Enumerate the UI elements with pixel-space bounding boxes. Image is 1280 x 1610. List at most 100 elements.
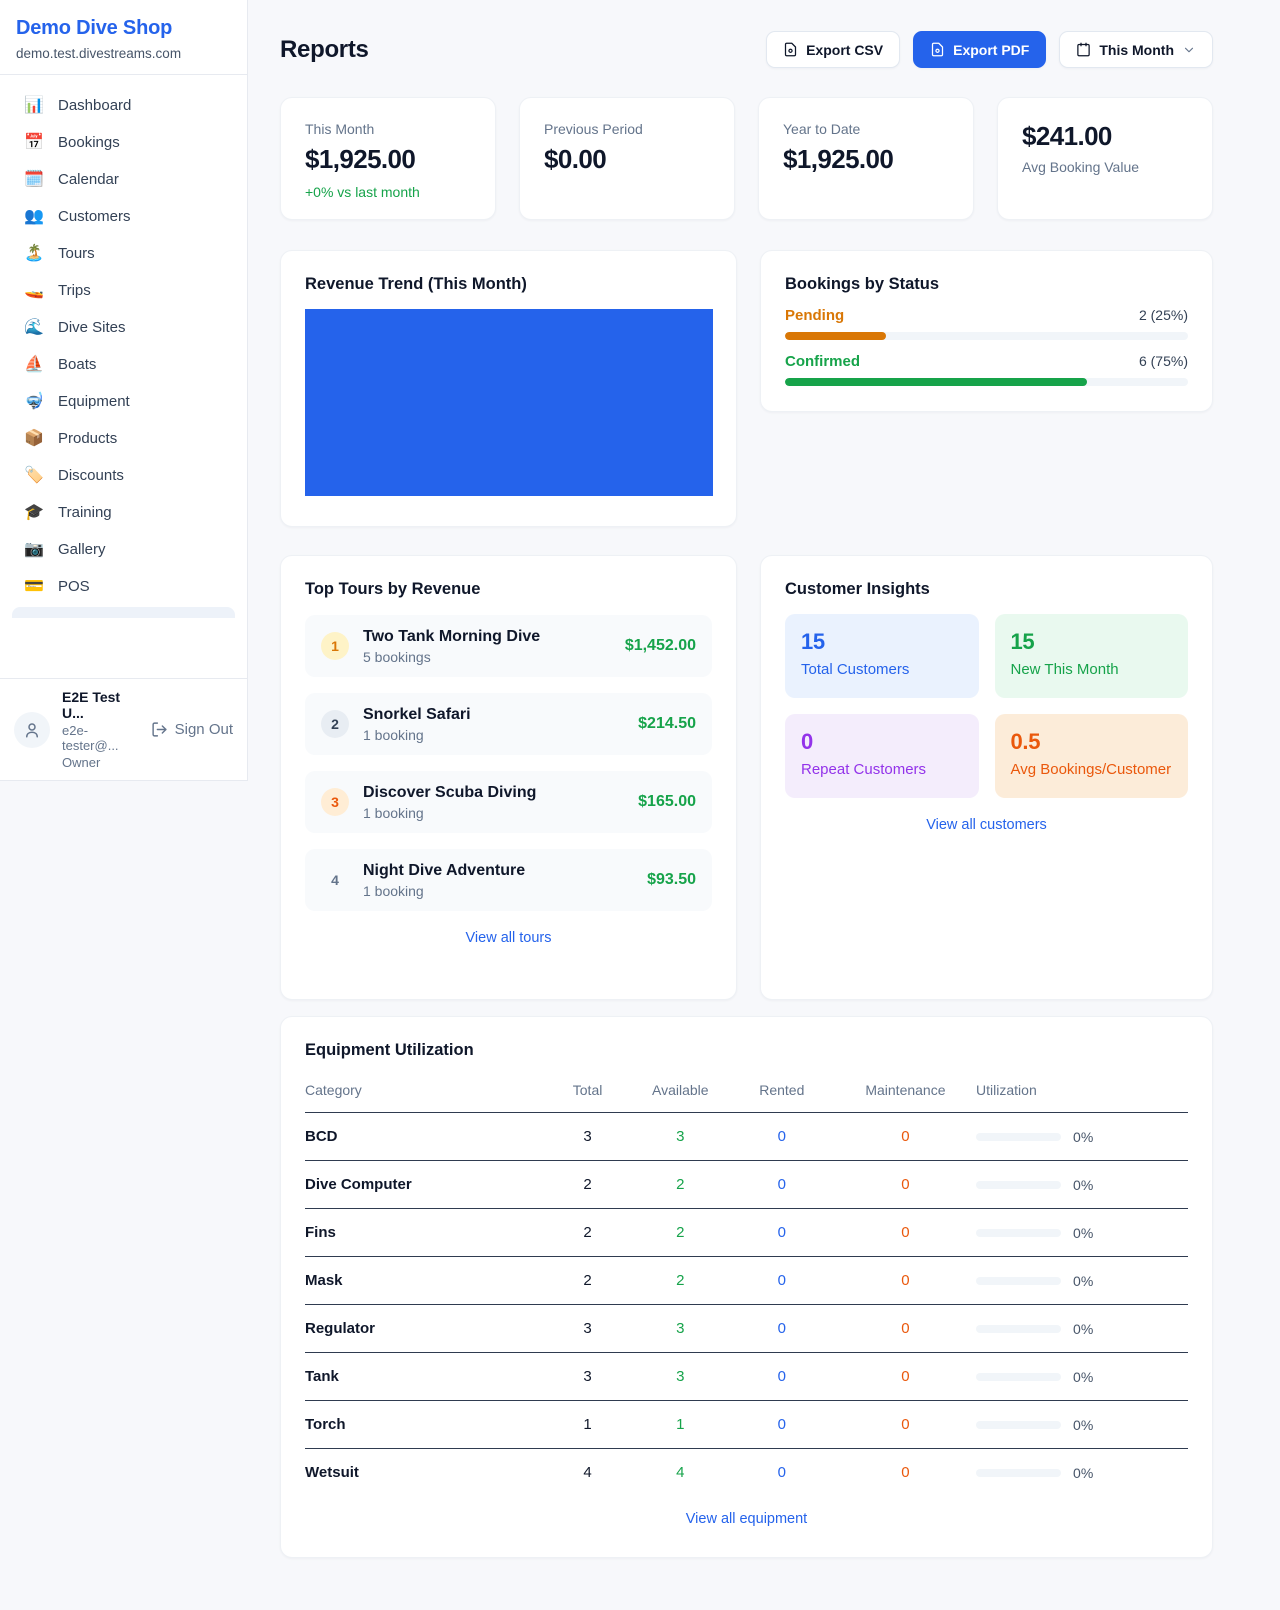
- equipment-utilization-card: Equipment Utilization Category Total Ava…: [280, 1016, 1213, 1558]
- sidebar-item-bookings[interactable]: 📅 Bookings: [12, 124, 235, 161]
- export-csv-label: Export CSV: [806, 41, 884, 58]
- stat-label: Year to Date: [783, 121, 861, 137]
- tour-bookings: 1 booking: [363, 882, 424, 899]
- cell-rented: 0: [728, 1352, 835, 1401]
- cell-rented: 0: [777, 1464, 786, 1481]
- customers-icon: 👥: [24, 207, 44, 225]
- period-dropdown[interactable]: This Month: [1059, 31, 1213, 68]
- status-row-confirmed: Confirmed 6 (75%): [785, 353, 1188, 386]
- utilization-bar: [976, 1132, 1062, 1141]
- sidebar-item-label: Dashboard: [58, 97, 132, 114]
- cell-maintenance: 0: [834, 1112, 977, 1161]
- cell-rented: 0: [728, 1112, 835, 1161]
- stat-card-avg-booking-value: $241.00 Avg Booking Value: [997, 97, 1213, 220]
- view-all-equipment-link[interactable]: View all equipment: [685, 1511, 808, 1527]
- brand: Demo Dive Shop demo.test.divestreams.com: [0, 0, 247, 75]
- sidebar-item-trips[interactable]: 🚤 Trips: [12, 272, 235, 309]
- tour-row: 3 Discover Scuba Diving 1 booking $165.0…: [305, 771, 712, 833]
- sidebar-item-calendar[interactable]: 🗓️ Calendar: [12, 161, 235, 198]
- cell-total: 4: [583, 1464, 592, 1481]
- sidebar-item-dive-sites[interactable]: 🌊 Dive Sites: [12, 309, 235, 346]
- main-content: Reports Export CSV Export PDF This Month…: [280, 0, 1213, 1558]
- stat-value: $1,925.00: [783, 144, 894, 174]
- cell-rented: 0: [728, 1256, 835, 1305]
- utilization-bar: [976, 1372, 1062, 1381]
- cell-utilization: 0%: [976, 1400, 1188, 1449]
- stat-card-year-to-date: Year to Date $1,925.00: [758, 97, 974, 220]
- utilization-label: 0%: [1073, 1128, 1094, 1145]
- cell-total: 3: [543, 1304, 632, 1353]
- utilization-label: 0%: [1073, 1464, 1094, 1481]
- table-row: Regulator 3 3 0 0 0%: [305, 1304, 1188, 1353]
- sign-out-button[interactable]: Sign Out: [151, 721, 233, 738]
- cell-category: Tank: [305, 1352, 544, 1401]
- column-header-category: Category: [305, 1072, 544, 1113]
- cell-total: 2: [543, 1256, 632, 1305]
- table-row: Wetsuit 4 4 0 0 0%: [305, 1449, 1188, 1488]
- cell-total: 2: [543, 1208, 632, 1257]
- sidebar-nav: 📊 Dashboard 📅 Bookings 🗓️ Calendar 👥 Cus…: [0, 75, 247, 678]
- sidebar-item-products[interactable]: 📦 Products: [12, 420, 235, 457]
- page-title: Reports: [280, 35, 369, 63]
- cell-rented: 0: [728, 1208, 835, 1257]
- cell-maintenance: 0: [834, 1304, 977, 1353]
- export-pdf-button[interactable]: Export PDF: [913, 31, 1047, 68]
- utilization-bar: [976, 1420, 1062, 1429]
- cell-category: Regulator: [305, 1304, 544, 1353]
- tile-value: 0: [801, 729, 813, 754]
- gallery-icon: 📷: [24, 540, 44, 558]
- bookings-icon: 📅: [24, 133, 44, 151]
- revenue-trend-card: Revenue Trend (This Month): [280, 250, 737, 527]
- cell-category: Wetsuit: [305, 1464, 359, 1481]
- bookings-by-status-title: Bookings by Status: [785, 275, 940, 293]
- tour-revenue: $1,452.00: [624, 637, 696, 654]
- view-all-customers-link[interactable]: View all customers: [926, 817, 1047, 833]
- tour-bookings: 1 booking: [363, 804, 424, 821]
- sidebar-item-customers[interactable]: 👥 Customers: [12, 198, 235, 235]
- utilization-bar: [976, 1228, 1062, 1237]
- status-bar-fill-pending: [785, 332, 886, 340]
- status-row-pending: Pending 2 (25%): [785, 307, 1188, 340]
- sidebar-item-pos[interactable]: 💳 POS: [12, 568, 235, 605]
- column-header-utilization: Utilization: [976, 1072, 1188, 1113]
- cell-rented: 0: [728, 1160, 835, 1209]
- cell-utilization: 0%: [976, 1304, 1188, 1353]
- utilization-bar: [976, 1468, 1062, 1477]
- utilization-bar: [976, 1276, 1062, 1285]
- export-csv-button[interactable]: Export CSV: [766, 31, 901, 68]
- table-row: Torch 1 1 0 0 0%: [305, 1400, 1188, 1449]
- cell-available: 3: [631, 1112, 729, 1161]
- view-all-tours-link[interactable]: View all tours: [465, 930, 552, 946]
- stat-label: Avg Booking Value: [1022, 159, 1140, 175]
- sidebar-item-equipment[interactable]: 🤿 Equipment: [12, 383, 235, 420]
- tour-bookings: 5 bookings: [363, 648, 431, 665]
- file-icon: [931, 42, 944, 57]
- cell-category: Dive Computer: [305, 1160, 544, 1209]
- stat-label: Previous Period: [544, 121, 643, 137]
- sidebar-item-dashboard[interactable]: 📊 Dashboard: [12, 87, 235, 124]
- rank-badge: 4: [331, 872, 339, 888]
- tile-label: Repeat Customers: [801, 761, 927, 778]
- cell-available: 1: [631, 1400, 729, 1449]
- utilization-label: 0%: [1073, 1176, 1094, 1193]
- utilization-bar: [976, 1180, 1062, 1189]
- discounts-icon: 🏷️: [24, 466, 44, 484]
- user-name: E2E Test U...: [62, 689, 121, 721]
- insight-tiles: 15 Total Customers 15 New This Month 0 R…: [785, 614, 1188, 798]
- table-row: Dive Computer 2 2 0 0 0%: [305, 1160, 1188, 1209]
- cell-category: BCD: [305, 1112, 544, 1161]
- sidebar-item-label: POS: [58, 578, 90, 595]
- tile-value: 15: [1010, 629, 1035, 654]
- utilization-label: 0%: [1073, 1272, 1094, 1289]
- sidebar-item-training[interactable]: 🎓 Training: [12, 494, 235, 531]
- sidebar-item-gallery[interactable]: 📷 Gallery: [12, 531, 235, 568]
- sidebar-item-label: Boats: [58, 356, 97, 373]
- sidebar-item-boats[interactable]: ⛵ Boats: [12, 346, 235, 383]
- sidebar-item-discounts[interactable]: 🏷️ Discounts: [12, 457, 235, 494]
- cell-utilization: 0%: [976, 1112, 1188, 1161]
- sidebar-item-tours[interactable]: 🏝️ Tours: [12, 235, 235, 272]
- period-label: This Month: [1099, 41, 1174, 58]
- customer-insights-title: Customer Insights: [785, 580, 930, 598]
- equipment-utilization-title: Equipment Utilization: [305, 1041, 474, 1059]
- sidebar-item-reports-clipped[interactable]: [12, 607, 235, 618]
